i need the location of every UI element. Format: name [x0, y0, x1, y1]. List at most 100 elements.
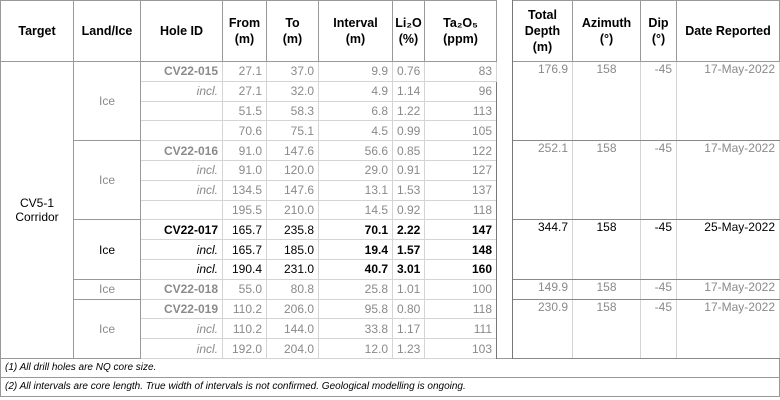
value: 96 — [424, 80, 497, 102]
data-row: incl. 190.4 231.0 40.7 3.01 160 — [1, 258, 780, 280]
data-row: incl. 91.0 120.0 29.0 0.91 127 — [1, 159, 780, 181]
data-row: Ice CV22-016 91.0 147.6 56.6 0.85 122 252.1 158-… — [1, 140, 780, 221]
total-depth: 149.9 — [512, 278, 573, 300]
value: 206.0 — [266, 298, 319, 320]
value: 9.9 — [318, 61, 393, 82]
header-text: (m) — [234, 32, 255, 46]
value: 160 — [424, 258, 497, 280]
azimuth: 158 — [572, 219, 641, 280]
value: 32.0 — [266, 80, 319, 102]
header-text: Interval — [333, 16, 378, 30]
target: CV5-1 Corridor — [0, 61, 74, 359]
dip: -45 — [640, 278, 677, 300]
header-cell: Land/Ice — [73, 0, 141, 62]
header-text: To — [285, 16, 300, 30]
value: 144.0 — [266, 318, 319, 340]
value: 231.0 — [266, 258, 319, 280]
value: 27.1 — [222, 61, 267, 82]
value: 110.2 — [222, 318, 267, 340]
hole-id: incl. — [140, 179, 223, 201]
dip: -45 — [640, 60, 677, 142]
value: 0.91 — [392, 159, 425, 181]
data-row: Ice CV22-018 55.0 80.8 25.8 1.01 100 149.9 158 -4… — [1, 278, 780, 300]
header-text: (m) — [532, 40, 553, 54]
land-ice: Ice — [73, 60, 141, 142]
value: 1.57 — [392, 239, 425, 260]
value: 147.6 — [266, 179, 319, 201]
hole-id: CV22-017 — [140, 219, 223, 241]
header-cell: Azimuth (°) — [572, 0, 641, 62]
value: 29.0 — [318, 159, 393, 181]
value: 235.8 — [266, 219, 319, 241]
value: 12.0 — [318, 338, 393, 359]
header-text: Dip — [648, 16, 669, 30]
value: 0.80 — [392, 298, 425, 320]
header-text: Date Reported — [685, 24, 771, 38]
data-row: incl. 27.1 32.0 4.9 1.14 96 — [1, 80, 780, 102]
value: 70.1 — [318, 219, 393, 241]
dip: -45 — [640, 219, 677, 280]
value: 210.0 — [266, 199, 319, 221]
header-text: (m) — [345, 32, 366, 46]
header-text: Ta₂O₅ — [443, 16, 478, 30]
header-cell: Hole ID — [140, 0, 223, 62]
value: 80.8 — [266, 278, 319, 300]
value: 0.85 — [392, 140, 425, 161]
header-text: Li₂O — [395, 16, 422, 30]
value: 195.5 — [222, 199, 267, 221]
header-text: (m) — [282, 32, 303, 46]
value: 190.4 — [222, 258, 267, 280]
value: 75.1 — [266, 120, 319, 142]
hole-id: incl. — [140, 258, 223, 280]
total-depth: 344.7 — [512, 219, 573, 280]
value: 2.22 — [392, 219, 425, 241]
header-text: (°) — [599, 32, 614, 46]
azimuth: 158 — [572, 278, 641, 300]
header-text: (ppm) — [443, 32, 478, 46]
value: 91.0 — [222, 159, 267, 181]
value: 110.2 — [222, 298, 267, 320]
value: 1.53 — [392, 179, 425, 201]
value: 122 — [424, 140, 497, 161]
gap — [496, 61, 513, 359]
hole-id: CV22-019 — [140, 298, 223, 320]
value: 95.8 — [318, 298, 393, 320]
header-text: (%) — [398, 32, 419, 46]
header-text: Land/Ice — [81, 24, 133, 38]
header-cell: From (m) — [222, 0, 267, 62]
value: 120.0 — [266, 159, 319, 181]
value: 204.0 — [266, 338, 319, 359]
value: 58.3 — [266, 100, 319, 122]
header-text: Target — [18, 24, 56, 38]
value: 55.0 — [222, 278, 267, 300]
value: 91.0 — [222, 140, 267, 161]
value: 25.8 — [318, 278, 393, 300]
land-ice: Ice — [73, 298, 141, 359]
header-row: Target Land/Ice Hole ID From (m) To (m) Interva… — [0, 0, 780, 62]
value: 148 — [424, 239, 497, 260]
header-cell: Interval (m) — [318, 0, 393, 62]
date: 17-May-2022 — [676, 278, 780, 300]
value: 105 — [424, 120, 497, 142]
land-ice: Ice — [73, 219, 141, 280]
data-row: 195.5 210.0 14.5 0.92 118 — [1, 199, 780, 221]
header-text: Depth — [524, 24, 561, 38]
value: 1.17 — [392, 318, 425, 340]
gap — [496, 0, 513, 62]
value: 51.5 — [222, 100, 267, 122]
value: 192.0 — [222, 338, 267, 359]
header-text: Azimuth — [581, 16, 632, 30]
value: 4.9 — [318, 80, 393, 102]
value: 185.0 — [266, 239, 319, 260]
header-text: (°) — [651, 32, 666, 46]
header-cell: Total Depth (m) — [512, 0, 573, 62]
data-row: Ice CV22-017 165.7 235.8 70.1 2.22 147 344.7 158… — [1, 219, 780, 280]
date: 17-May-2022 — [676, 298, 780, 359]
value: 3.01 — [392, 258, 425, 280]
value: 40.7 — [318, 258, 393, 280]
hole-id — [140, 100, 223, 122]
value: 103 — [424, 338, 497, 359]
hole-id: CV22-015 — [140, 61, 223, 82]
hole-id: incl. — [140, 318, 223, 340]
